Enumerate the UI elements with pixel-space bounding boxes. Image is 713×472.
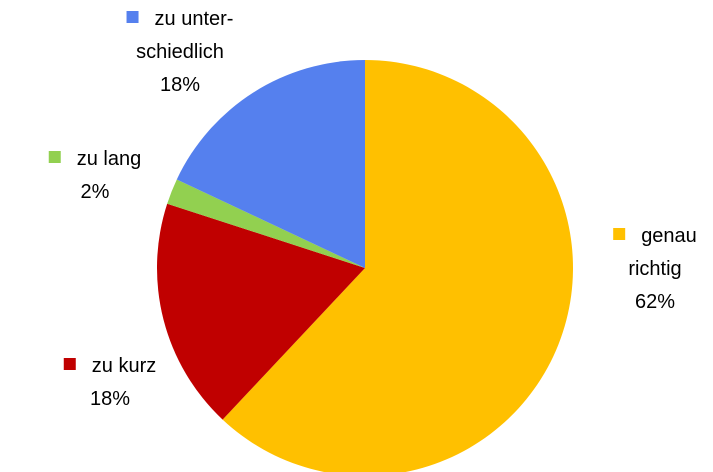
value-label: 2%: [80, 181, 110, 203]
pie-slice: [167, 179, 365, 268]
pie-slice: [157, 203, 365, 420]
pie-slice: [176, 59, 365, 269]
category-label: zu unter- schiedlich: [136, 8, 234, 63]
slice-label: zu lang 2%: [48, 143, 142, 209]
legend-swatch: [63, 358, 76, 370]
category-label: genau richtig: [628, 225, 697, 280]
legend-swatch: [48, 151, 61, 163]
category-label: zu lang: [76, 148, 142, 170]
pie-slice: [222, 60, 573, 472]
value-label: 18%: [89, 388, 131, 410]
legend-swatch: [126, 11, 139, 23]
slice-label: zu kurz 18%: [63, 350, 157, 416]
value-label: 18%: [159, 74, 201, 96]
value-label: 62%: [634, 291, 676, 313]
legend-swatch: [613, 228, 626, 240]
slice-label: zu unter- schiedlich 18%: [126, 3, 234, 102]
category-label: zu kurz: [91, 355, 157, 377]
slice-label: genau richtig 62%: [613, 220, 697, 319]
